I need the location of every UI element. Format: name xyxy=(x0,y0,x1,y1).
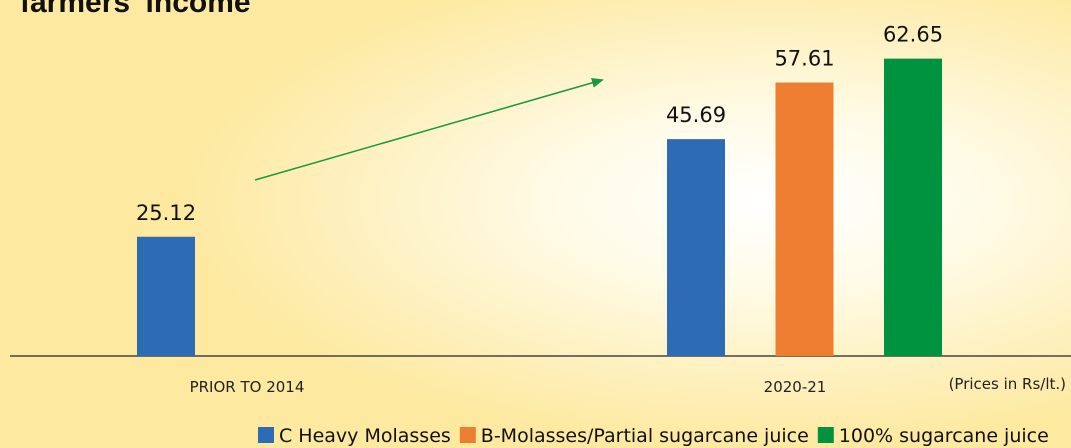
bar xyxy=(775,82,834,357)
legend-swatch xyxy=(459,427,476,443)
x-tick-label: PRIOR TO 2014 xyxy=(190,378,305,396)
x-tick-label: 2020-21 xyxy=(764,378,827,396)
legend-label: B-Molasses/Partial sugarcane juice xyxy=(481,425,809,447)
bar xyxy=(667,139,725,356)
legend-swatch xyxy=(258,427,274,443)
trend-arrow xyxy=(254,77,604,181)
data-label: 25.12 xyxy=(136,201,196,225)
data-label: 57.61 xyxy=(774,47,834,71)
bar xyxy=(137,236,195,356)
annotation: (Prices in Rs/lt.) xyxy=(949,375,1066,393)
chart-title: farmers' income xyxy=(20,0,251,19)
legend-swatch xyxy=(817,427,834,443)
bar xyxy=(884,58,942,356)
legend-label: C Heavy Molasses xyxy=(279,425,451,447)
legend-label: 100% sugarcane juice xyxy=(839,425,1049,447)
data-label: 45.69 xyxy=(666,103,726,127)
data-label: 62.65 xyxy=(883,23,943,47)
